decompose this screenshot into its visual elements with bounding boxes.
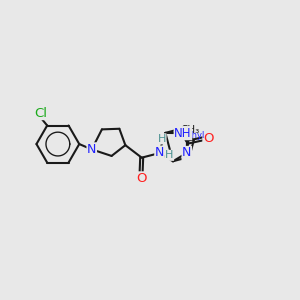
Text: N: N — [182, 146, 191, 160]
Polygon shape — [160, 133, 165, 142]
Text: NH: NH — [174, 127, 192, 140]
Text: Cl: Cl — [35, 106, 48, 119]
Polygon shape — [167, 152, 173, 161]
Text: N: N — [87, 143, 96, 156]
Text: O: O — [136, 172, 146, 185]
Text: CH₃: CH₃ — [180, 125, 200, 135]
Text: O: O — [203, 132, 214, 145]
Text: N: N — [155, 146, 164, 159]
Text: methyl: methyl — [175, 131, 204, 140]
Text: H: H — [165, 150, 174, 160]
Text: H: H — [158, 134, 166, 144]
